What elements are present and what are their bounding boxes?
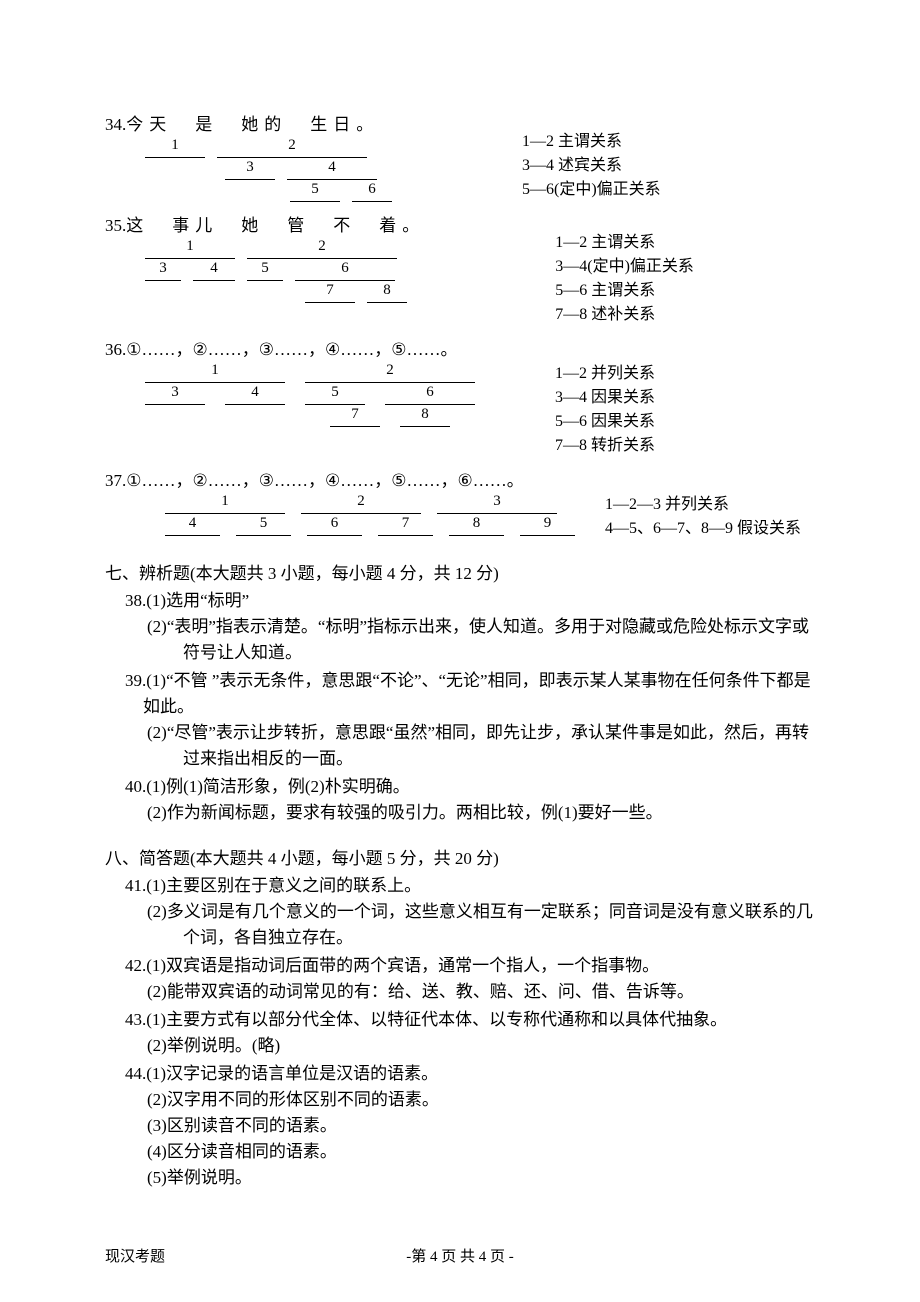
- answer-line: (2)举例说明。(略): [105, 1033, 815, 1059]
- q37-relations: 1—2—3 并列关系4—5、6—7、8—9 假设关系: [605, 493, 801, 541]
- relation-line: 1—2 主谓关系: [555, 231, 694, 255]
- q34-tree: 123456: [105, 137, 392, 203]
- tree-segment: 8: [400, 406, 450, 427]
- answer-line: 41.(1)主要区别在于意义之间的联系上。: [105, 873, 815, 899]
- tree-segment: 1: [145, 362, 285, 383]
- question-35: 35.这 事儿 她 管 不 着。 12 345678 1—2 主谓关系3—4(定中…: [105, 211, 815, 327]
- tree-segment: 2: [305, 362, 475, 383]
- tree-segment: 4: [165, 515, 220, 536]
- relation-line: 5—6(定中)偏正关系: [522, 178, 661, 202]
- section-7-body: 38.(1)选用“标明”(2)“表明”指表示清楚。“标明”指标示出来，使人知道。…: [105, 588, 815, 826]
- question-36: 36.①……，②……，③……，④……，⑤……。 12 345678 1—2 并列关…: [105, 335, 815, 458]
- answer-line: 43.(1)主要方式有以部分代全体、以特征代本体、以专称代通称和以具体代抽象。: [105, 1007, 815, 1033]
- page: 34.今天 是 她的 生日。 123456 1—2 主谓关系3—4 述宾关系5—…: [0, 0, 920, 1302]
- answer-line: (2)多义词是有几个意义的一个词，这些意义相互有一定联系；同音词是没有意义联系的…: [105, 899, 815, 951]
- q36-tree: 12 345678: [105, 362, 475, 428]
- q34-sentence: 今天 是 她的 生日。: [126, 115, 379, 134]
- q35-num: 35.: [105, 216, 126, 235]
- answer-line: (4)区分读音相同的语素。: [105, 1139, 815, 1165]
- tree-segment: 3: [437, 493, 557, 514]
- q35-tree: 12 345678: [105, 238, 425, 304]
- tree-segment: 1: [145, 137, 205, 158]
- tree-segment: 4: [193, 260, 235, 281]
- question-34: 34.今天 是 她的 生日。 123456 1—2 主谓关系3—4 述宾关系5—…: [105, 110, 815, 203]
- tree-segment: 6: [307, 515, 362, 536]
- q34-num: 34.: [105, 115, 126, 134]
- q35-sentence: 这 事儿 她 管 不 着。: [126, 216, 425, 235]
- relation-line: 3—4 因果关系: [555, 386, 655, 410]
- relation-line: 7—8 述补关系: [555, 303, 694, 327]
- relation-line: 7—8 转折关系: [555, 434, 655, 458]
- answer-line: 42.(1)双宾语是指动词后面带的两个宾语，通常一个指人，一个指事物。: [105, 953, 815, 979]
- footer-center: -第 4 页 共 4 页 -: [0, 1245, 920, 1266]
- q37-sentence: ①……，②……，③……，④……，⑤……，⑥……。: [126, 471, 523, 490]
- q37-num: 37.: [105, 471, 126, 490]
- answer-line: (2)“表明”指表示清楚。“标明”指标示出来，使人知道。多用于对隐藏或危险处标示…: [105, 614, 815, 666]
- q36-relations: 1—2 并列关系3—4 因果关系5—6 因果关系7—8 转折关系: [555, 362, 655, 458]
- answer-line: 44.(1)汉字记录的语言单位是汉语的语素。: [105, 1061, 815, 1087]
- tree-segment: 6: [295, 260, 395, 281]
- question-37: 37.①……，②……，③……，④……，⑤……，⑥……。 123 456789 1—…: [105, 466, 815, 541]
- tree-segment: 5: [247, 260, 283, 281]
- relation-line: 5—6 因果关系: [555, 410, 655, 434]
- tree-segment: 6: [385, 384, 475, 405]
- tree-segment: 2: [217, 137, 367, 158]
- relation-line: 5—6 主谓关系: [555, 279, 694, 303]
- tree-segment: 1: [145, 238, 235, 259]
- relation-line: 1—2—3 并列关系: [605, 493, 801, 517]
- tree-segment: 3: [145, 260, 181, 281]
- tree-segment: 5: [290, 181, 340, 202]
- tree-segment: 4: [287, 159, 377, 180]
- tree-segment: 9: [520, 515, 575, 536]
- section-8-body: 41.(1)主要区别在于意义之间的联系上。(2)多义词是有几个意义的一个词，这些…: [105, 873, 815, 1191]
- q36-num: 36.: [105, 340, 126, 359]
- relation-line: 1—2 主谓关系: [522, 130, 661, 154]
- tree-segment: 5: [236, 515, 291, 536]
- answer-line: (5)举例说明。: [105, 1165, 815, 1191]
- relation-line: 4—5、6—7、8—9 假设关系: [605, 517, 801, 541]
- answer-line: (2)作为新闻标题，要求有较强的吸引力。两相比较，例(1)要好一些。: [105, 800, 815, 826]
- tree-segment: 3: [225, 159, 275, 180]
- section-8-header: 八、简答题(本大题共 4 小题，每小题 5 分，共 20 分): [105, 844, 815, 869]
- answer-line: 38.(1)选用“标明”: [105, 588, 815, 614]
- tree-segment: 8: [367, 282, 407, 303]
- section-7-header: 七、辨析题(本大题共 3 小题，每小题 4 分，共 12 分): [105, 559, 815, 584]
- answer-line: (2)汉字用不同的形体区别不同的语素。: [105, 1087, 815, 1113]
- tree-segment: 2: [301, 493, 421, 514]
- q34-relations: 1—2 主谓关系3—4 述宾关系5—6(定中)偏正关系: [522, 130, 661, 202]
- q35-relations: 1—2 主谓关系3—4(定中)偏正关系5—6 主谓关系7—8 述补关系: [555, 231, 694, 327]
- page-footer: 现汉考题 -第 4 页 共 4 页 -: [0, 1245, 920, 1266]
- tree-segment: 3: [145, 384, 205, 405]
- tree-segment: 8: [449, 515, 504, 536]
- tree-segment: 4: [225, 384, 285, 405]
- tree-segment: 6: [352, 181, 392, 202]
- tree-segment: 7: [378, 515, 433, 536]
- answer-line: 40.(1)例(1)简洁形象，例(2)朴实明确。: [105, 774, 815, 800]
- answer-line: (2)能带双宾语的动词常见的有：给、送、教、赔、还、问、借、告诉等。: [105, 979, 815, 1005]
- answer-line: (2)“尽管”表示让步转折，意思跟“虽然”相同，即先让步，承认某件事是如此，然后…: [105, 720, 815, 772]
- tree-segment: 5: [305, 384, 365, 405]
- answer-line: (3)区别读音不同的语素。: [105, 1113, 815, 1139]
- relation-line: 3—4 述宾关系: [522, 154, 661, 178]
- tree-segment: 7: [330, 406, 380, 427]
- q36-sentence: ①……，②……，③……，④……，⑤……。: [126, 340, 457, 359]
- q37-tree: 123 456789: [105, 493, 575, 537]
- answer-line: 39.(1)“不管 ”表示无条件，意思跟“不论”、“无论”相同，即表示某人某事物…: [105, 668, 815, 720]
- relation-line: 1—2 并列关系: [555, 362, 655, 386]
- tree-segment: 7: [305, 282, 355, 303]
- tree-segment: 2: [247, 238, 397, 259]
- relation-line: 3—4(定中)偏正关系: [555, 255, 694, 279]
- tree-segment: 1: [165, 493, 285, 514]
